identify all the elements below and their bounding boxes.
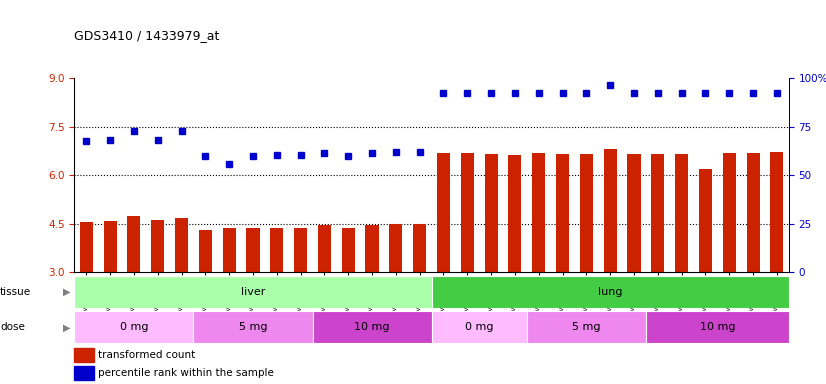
Bar xyxy=(747,153,760,273)
Bar xyxy=(151,220,164,273)
Bar xyxy=(389,224,402,273)
Bar xyxy=(74,366,93,380)
Bar xyxy=(723,153,736,273)
Bar xyxy=(485,154,498,273)
Text: percentile rank within the sample: percentile rank within the sample xyxy=(98,367,273,377)
Text: transformed count: transformed count xyxy=(98,350,195,360)
Bar xyxy=(651,154,664,273)
Text: ▶: ▶ xyxy=(63,287,70,297)
Bar xyxy=(556,154,569,273)
Text: dose: dose xyxy=(0,323,25,333)
Bar xyxy=(342,228,355,273)
Bar xyxy=(532,153,545,273)
Bar xyxy=(79,222,93,273)
Bar xyxy=(103,221,116,273)
Bar xyxy=(175,218,188,273)
Text: 10 mg: 10 mg xyxy=(354,323,390,333)
Bar xyxy=(294,228,307,273)
Text: liver: liver xyxy=(240,287,265,297)
Bar xyxy=(199,230,212,273)
Bar xyxy=(74,276,431,308)
Bar xyxy=(431,311,527,343)
Bar xyxy=(604,149,617,273)
Bar xyxy=(318,225,331,273)
Text: lung: lung xyxy=(598,287,623,297)
Bar xyxy=(431,276,789,308)
Bar xyxy=(312,311,431,343)
Bar xyxy=(771,152,784,273)
Text: ▶: ▶ xyxy=(63,323,70,333)
Bar xyxy=(246,228,259,273)
Text: GDS3410 / 1433979_at: GDS3410 / 1433979_at xyxy=(74,29,220,42)
Bar xyxy=(74,348,93,362)
Bar xyxy=(580,154,593,273)
Bar xyxy=(437,153,450,273)
Bar xyxy=(675,154,688,273)
Text: tissue: tissue xyxy=(0,287,31,297)
Text: 10 mg: 10 mg xyxy=(700,323,735,333)
Bar xyxy=(527,311,646,343)
Text: 0 mg: 0 mg xyxy=(120,323,148,333)
Bar xyxy=(461,153,474,273)
Bar xyxy=(193,311,312,343)
Bar xyxy=(365,225,378,273)
Bar xyxy=(628,154,641,273)
Bar xyxy=(508,155,521,273)
Bar xyxy=(413,224,426,273)
Text: 0 mg: 0 mg xyxy=(465,323,493,333)
Bar xyxy=(127,216,140,273)
Bar xyxy=(270,228,283,273)
Bar xyxy=(74,311,193,343)
Text: 5 mg: 5 mg xyxy=(572,323,601,333)
Bar xyxy=(699,169,712,273)
Bar xyxy=(646,311,789,343)
Bar xyxy=(222,228,235,273)
Text: 5 mg: 5 mg xyxy=(239,323,268,333)
